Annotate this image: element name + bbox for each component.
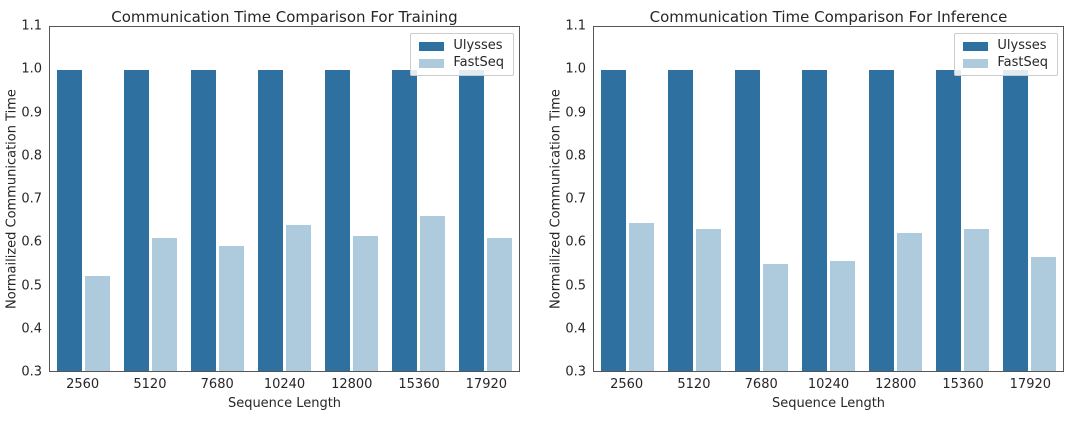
ulysses-bar <box>56 70 83 371</box>
chart-title: Communication Time Comparison For Infere… <box>649 8 1008 26</box>
x-tick-label: 2560 <box>610 377 644 392</box>
y-tick-label: 0.6 <box>565 234 586 250</box>
y-tick-label: 0.5 <box>565 278 586 293</box>
ulysses-bar <box>935 70 962 371</box>
fastseq-bar <box>762 263 789 371</box>
x-tick-label: 15360 <box>398 377 440 392</box>
legend-label: FastSeq <box>997 55 1048 70</box>
x-tick-label: 12800 <box>875 377 917 392</box>
fastseq-bar <box>695 229 722 371</box>
x-tick-label: 10240 <box>263 377 306 392</box>
fastseq-bar <box>486 237 513 371</box>
legend-swatch <box>419 41 445 51</box>
x-tick-label: 2560 <box>66 377 100 392</box>
ulysses-bar <box>123 70 150 371</box>
legend-entry: Ulysses <box>963 39 1048 53</box>
x-tick-label: 5120 <box>133 377 167 392</box>
x-axis-ticks: 2560 5120 7680 10240 12800 15360 17920 <box>49 377 520 393</box>
plot-area: Ulysses FastSeq <box>593 26 1064 372</box>
fastseq-bar <box>829 261 856 371</box>
x-axis-label: Sequence Length <box>227 396 342 411</box>
ulysses-bar <box>868 70 895 371</box>
y-tick-label: 1.0 <box>565 61 586 77</box>
ulysses-bar <box>801 70 828 371</box>
ulysses-bar <box>734 70 761 371</box>
legend-swatch <box>419 58 445 68</box>
legend-label: Ulysses <box>453 38 503 53</box>
legend-entry: Ulysses <box>419 39 504 53</box>
x-tick-label: 15360 <box>942 377 984 392</box>
y-tick-label: 0.8 <box>565 148 586 164</box>
y-tick-label: 0.3 <box>565 364 586 380</box>
y-tick-label: 1.1 <box>21 18 42 34</box>
ulysses-bar <box>391 70 418 371</box>
fastseq-bar <box>84 276 111 371</box>
legend-entry: FastSeq <box>419 56 504 70</box>
ulysses-bar <box>667 70 694 371</box>
ulysses-bar <box>324 70 351 371</box>
fastseq-bar <box>628 222 655 371</box>
y-axis-ticks: 1.1 1.0 0.9 0.8 0.7 0.6 0.5 0.4 0.3 <box>551 19 586 380</box>
legend-entry: FastSeq <box>963 56 1048 70</box>
ulysses-bar <box>600 70 627 371</box>
y-tick-label: 1.1 <box>565 18 586 34</box>
bars-layer <box>594 27 1063 371</box>
y-tick-label: 0.3 <box>21 364 42 380</box>
x-tick-label: 17920 <box>1009 377 1052 392</box>
ulysses-bar <box>190 70 217 371</box>
x-axis-ticks: 2560 5120 7680 10240 12800 15360 17920 <box>593 377 1064 393</box>
x-tick-label: 10240 <box>807 377 850 392</box>
y-tick-label: 0.9 <box>21 105 42 120</box>
x-axis-label: Sequence Length <box>771 396 886 411</box>
fastseq-bar <box>218 246 245 371</box>
legend-swatch <box>963 41 989 51</box>
fastseq-bar <box>419 216 446 371</box>
chart-title: Communication Time Comparison For Traini… <box>111 8 458 26</box>
training-chart-panel: Communication Time Comparison For Traini… <box>5 8 520 411</box>
ulysses-bar <box>1002 70 1029 371</box>
y-axis-ticks: 1.1 1.0 0.9 0.8 0.7 0.6 0.5 0.4 0.3 <box>7 19 42 380</box>
y-tick-label: 0.7 <box>565 191 586 207</box>
x-tick-label: 12800 <box>331 377 373 392</box>
plot-area: Ulysses FastSeq <box>49 26 520 372</box>
y-tick-label: 0.9 <box>565 105 586 120</box>
legend-label: Ulysses <box>997 38 1047 53</box>
legend-label: FastSeq <box>453 55 504 70</box>
y-tick-label: 0.4 <box>21 321 42 337</box>
y-tick-label: 1.0 <box>21 61 42 77</box>
x-tick-label: 7680 <box>744 377 778 392</box>
fastseq-bar <box>1030 257 1057 371</box>
ulysses-bar <box>257 70 284 371</box>
legend: Ulysses FastSeq <box>954 33 1058 76</box>
fastseq-bar <box>352 235 379 371</box>
fastseq-bar <box>896 233 923 371</box>
inference-chart-panel: Communication Time Comparison For Infere… <box>544 0 1080 421</box>
fastseq-bar <box>285 224 312 371</box>
y-tick-label: 0.7 <box>21 191 42 207</box>
x-tick-label: 7680 <box>200 377 234 392</box>
y-tick-label: 0.4 <box>565 321 586 337</box>
bars-layer <box>50 27 519 371</box>
y-tick-label: 0.6 <box>21 234 42 250</box>
ulysses-bar <box>458 70 485 371</box>
fastseq-bar <box>963 229 990 371</box>
y-tick-label: 0.5 <box>21 278 42 293</box>
x-tick-label: 5120 <box>677 377 711 392</box>
x-tick-label: 17920 <box>465 377 508 392</box>
legend-swatch <box>963 58 989 68</box>
legend: Ulysses FastSeq <box>410 33 514 76</box>
y-tick-label: 0.8 <box>21 148 42 164</box>
fastseq-bar <box>151 237 178 371</box>
